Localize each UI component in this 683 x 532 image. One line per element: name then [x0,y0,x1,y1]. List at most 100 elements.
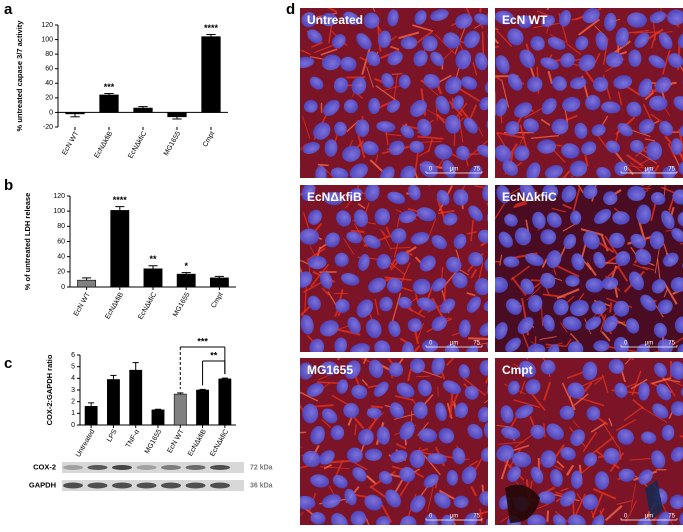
actin-fiber [573,393,589,407]
nucleus [575,36,589,51]
actin-fiber [495,38,500,45]
nucleus [581,141,597,155]
nucleus [419,255,436,272]
actin-fiber [578,292,585,301]
actin-fiber [526,286,542,301]
nucleus [418,428,437,443]
nucleus [504,213,518,227]
nucleus [495,322,508,340]
nucleus [412,278,431,295]
actin-fiber [572,420,580,428]
nucleus [398,74,411,89]
actin-fiber [300,446,303,448]
nucleus [303,99,318,113]
nucleus [507,73,523,91]
nucleus [344,488,357,506]
nucleus [507,380,520,395]
nucleus [438,428,455,444]
nucleus [495,144,512,163]
actin-fiber [618,447,622,460]
actin-fiber [495,260,500,263]
nucleus [650,192,666,205]
nucleus [454,402,469,419]
actin-fiber [469,460,479,467]
nucleus [315,165,327,178]
nucleus [652,403,669,419]
actin-fiber [496,30,513,47]
blot-band [161,465,181,470]
actin-fiber [306,247,326,262]
actin-fiber [529,415,535,427]
bar [107,379,120,426]
nucleus [455,49,472,70]
nucleus [409,140,425,154]
nucleus [677,343,683,352]
nucleus [319,320,339,337]
nucleus [331,513,348,525]
y-tick-label: 120 [53,193,65,200]
actin-fiber [629,457,651,461]
y-tick-label: 120 [41,22,53,29]
actin-fiber [477,126,484,137]
significance: ** [149,254,157,264]
actin-fiber [560,487,569,492]
actin-fiber [571,175,573,178]
actin-fiber [553,263,580,278]
nucleus [342,145,361,162]
actin-fiber [501,79,510,108]
nucleus [511,451,532,468]
y-tick-label: 0 [71,422,75,429]
actin-fiber [513,399,540,409]
actin-fiber [495,200,507,220]
nucleus [515,404,534,419]
bar [167,112,187,118]
actin-fiber [412,345,421,352]
actin-fiber [468,337,488,340]
actin-fiber [394,395,414,401]
actin-fiber [407,368,412,382]
nucleus [583,452,598,467]
nucleus [635,249,652,266]
nucleus [444,344,460,352]
nucleus [468,165,482,178]
panel-label: c [4,355,12,372]
actin-fiber [343,237,355,255]
actin-fiber [650,34,657,49]
blot-band [161,482,181,489]
nucleus [630,233,646,249]
nucleus [434,492,451,509]
actin-fiber [540,306,544,327]
nucleus [537,491,556,504]
actin-fiber [663,282,678,305]
nucleus [343,11,360,26]
actin-fiber [578,375,605,389]
nucleus [617,123,633,137]
blot-band [112,482,132,489]
x-tick-label: LPS [106,428,119,443]
actin-fiber [510,265,531,281]
actin-fiber [594,378,603,385]
nucleus [300,495,316,510]
y-axis-label: % of untreated LDH release [23,193,32,291]
actin-fiber [679,64,683,72]
nucleus [605,52,624,68]
nucleus [552,514,567,525]
nucleus [300,56,314,69]
bar [77,279,97,288]
nucleus [466,296,481,313]
y-axis-label: % untreated capase 3/7 activity [15,20,24,132]
actin-fiber [592,487,617,500]
actin-fiber [465,8,472,18]
nucleus [537,139,557,154]
nucleus [513,145,530,161]
blot-band [185,465,206,470]
actin-fiber [428,217,437,238]
nucleus [427,453,447,465]
scale-label: 75 [473,167,480,173]
actin-fiber [369,159,385,174]
actin-fiber [510,444,530,453]
nucleus [519,49,535,69]
actin-fiber [436,113,446,124]
nucleus [547,344,560,352]
nucleus [464,385,479,400]
